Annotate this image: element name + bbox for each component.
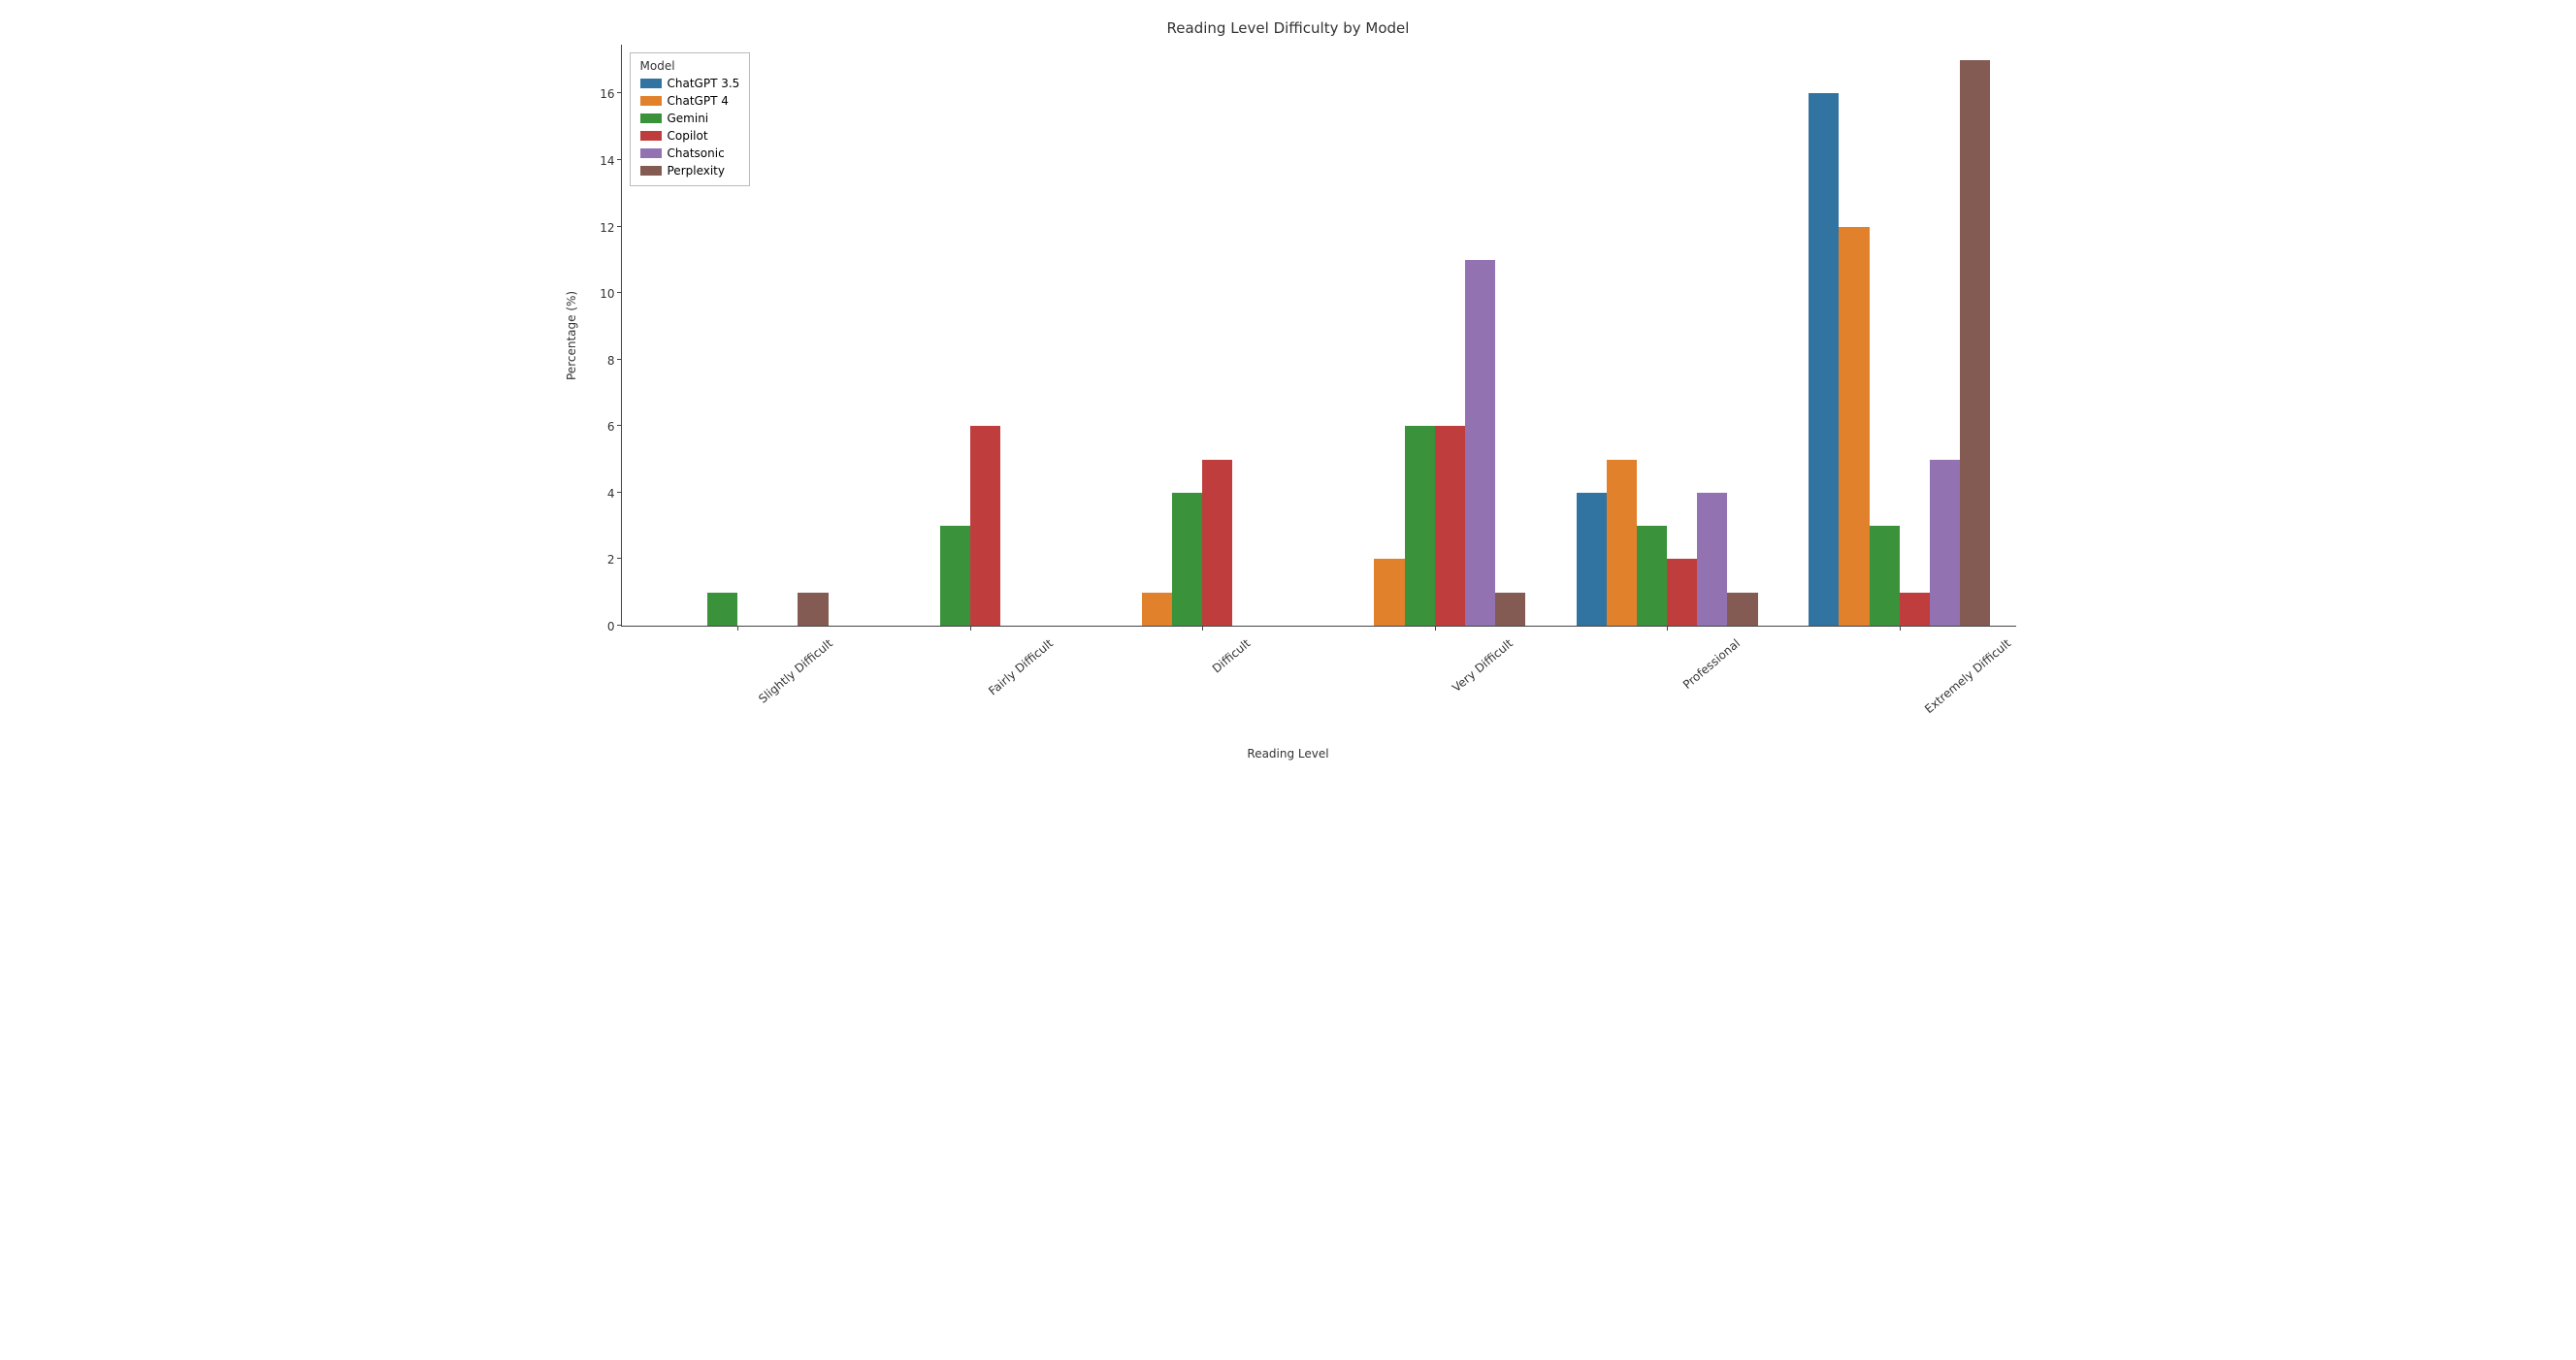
legend: Model ChatGPT 3.5ChatGPT 4GeminiCopilotC… — [630, 52, 751, 186]
bar — [1607, 460, 1637, 626]
y-tick-label: 0 — [607, 621, 615, 632]
bar-group — [1344, 260, 1525, 626]
legend-item: Copilot — [640, 127, 740, 145]
bar — [1202, 460, 1232, 626]
y-tick-mark — [617, 558, 622, 559]
bar — [707, 593, 737, 626]
legend-swatch — [640, 96, 662, 106]
y-tick-label: 10 — [600, 288, 614, 300]
y-tick-mark — [617, 292, 622, 293]
x-tick-label: Difficult — [1210, 636, 1254, 676]
legend-item: Chatsonic — [640, 145, 740, 162]
plot-area: Model ChatGPT 3.5ChatGPT 4GeminiCopilotC… — [621, 45, 2016, 627]
legend-item: Gemini — [640, 110, 740, 127]
bar — [1667, 559, 1697, 626]
bar — [798, 593, 828, 626]
bar — [1465, 260, 1495, 626]
y-tick-mark — [617, 492, 622, 493]
bar — [1495, 593, 1525, 626]
bar — [1960, 60, 1990, 626]
legend-label: Copilot — [668, 127, 708, 145]
chart-title: Reading Level Difficulty by Model — [561, 19, 2016, 37]
bar — [1870, 526, 1900, 626]
legend-swatch — [640, 131, 662, 141]
y-axis-label: Percentage (%) — [561, 45, 582, 627]
y-tick-mark — [617, 425, 622, 426]
bar — [1727, 593, 1757, 626]
x-axis-label: Reading Level — [561, 747, 2016, 761]
x-tick-label: Very Difficult — [1450, 636, 1516, 695]
bar — [1637, 526, 1667, 626]
bar-group — [879, 426, 1060, 626]
y-axis: 0246810121416 — [582, 45, 621, 627]
legend-title: Model — [640, 59, 740, 73]
legend-swatch — [640, 79, 662, 88]
legend-swatch — [640, 113, 662, 123]
y-tick-mark — [617, 92, 622, 93]
legend-label: ChatGPT 4 — [668, 92, 729, 110]
y-tick-mark — [617, 159, 622, 160]
y-tick-label: 8 — [607, 355, 615, 367]
y-tick-label: 16 — [600, 88, 614, 100]
bar — [1142, 593, 1172, 626]
legend-swatch — [640, 166, 662, 176]
y-tick-mark — [617, 625, 622, 626]
x-tick-labels: Slightly Difficult Fairly Difficult Diffic… — [623, 627, 2017, 743]
bar-group — [1809, 60, 1990, 626]
chart-container: Reading Level Difficulty by Model Percen… — [561, 19, 2016, 761]
y-tick-label: 4 — [607, 488, 615, 500]
y-tick-label: 6 — [607, 421, 615, 433]
x-tick-label: Slightly Difficult — [756, 636, 835, 706]
y-tick-label: 2 — [607, 554, 615, 566]
bar — [1900, 593, 1930, 626]
bar — [940, 526, 970, 626]
bar — [1435, 426, 1465, 626]
x-tick-label: Fairly Difficult — [986, 636, 1056, 697]
y-tick-mark — [617, 226, 622, 227]
bar — [1697, 493, 1727, 626]
bar-group — [1112, 460, 1293, 626]
bar — [1374, 559, 1404, 626]
bar — [1172, 493, 1202, 626]
bar — [970, 426, 1000, 626]
legend-swatch — [640, 148, 662, 158]
bar — [1405, 426, 1435, 626]
chart-body: Percentage (%) 0246810121416 Model ChatG… — [561, 45, 2016, 627]
legend-label: Perplexity — [668, 162, 726, 179]
bar-group — [647, 593, 829, 626]
bar — [1577, 493, 1607, 626]
legend-label: Gemini — [668, 110, 709, 127]
legend-item: ChatGPT 3.5 — [640, 75, 740, 92]
y-tick-mark — [617, 359, 622, 360]
legend-label: ChatGPT 3.5 — [668, 75, 740, 92]
legend-item: ChatGPT 4 — [640, 92, 740, 110]
y-tick-label: 12 — [600, 222, 614, 234]
y-tick-label: 14 — [600, 155, 614, 167]
bar — [1839, 227, 1869, 626]
legend-item: Perplexity — [640, 162, 740, 179]
legend-label: Chatsonic — [668, 145, 725, 162]
bar — [1930, 460, 1960, 626]
x-tick-label: Professional — [1680, 636, 1743, 692]
bar — [1809, 93, 1839, 626]
bar-group — [1577, 460, 1758, 626]
x-tick-label: Extremely Difficult — [1922, 636, 2013, 716]
